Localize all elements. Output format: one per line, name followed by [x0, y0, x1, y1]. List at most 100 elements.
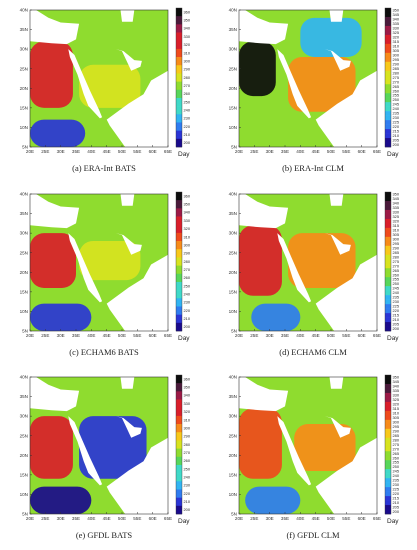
x-tick-label: 35E: [281, 149, 289, 154]
colorbar-tick-label: 310: [393, 43, 400, 48]
x-tick-label: 55E: [133, 149, 141, 154]
colorbar-segment: [385, 236, 391, 242]
y-tick-label: 35N: [20, 211, 28, 216]
colorbar-segment: [385, 138, 391, 143]
colorbar-tick-label: 200: [184, 140, 191, 145]
x-tick-label: 50E: [118, 333, 126, 338]
y-tick-label: 35N: [229, 394, 237, 399]
colorbar-tick-label: 270: [184, 267, 191, 272]
y-tick-label: 25N: [229, 433, 237, 438]
colorbar-segment: [176, 114, 182, 123]
x-tick-label: 50E: [118, 149, 126, 154]
colorbar-segment: [385, 433, 391, 439]
colorbar-tick-label: 225: [393, 304, 400, 309]
colorbar-segment: [176, 241, 182, 250]
colorbar-segment: [385, 52, 391, 58]
panel-caption: (e) GFDL BATS: [75, 530, 133, 540]
y-tick-label: 25N: [20, 250, 28, 255]
value-region-3: [30, 486, 92, 514]
colorbar-tick-label: 240: [393, 106, 400, 111]
colorbar-tick-label: 320: [393, 218, 400, 223]
sea-caspian: [321, 377, 344, 389]
colorbar-tick-label: 285: [393, 250, 400, 255]
colorbar-tick-label: 320: [184, 226, 191, 231]
x-tick-label: 45E: [312, 149, 320, 154]
map-panel-2: 20E 25E 30E 35E 40E 45E 50E 55E 60E 65E 5N 10N 15N 20…: [209, 0, 417, 183]
colorbar-tick-label: 325: [393, 214, 400, 219]
value-region-3: [30, 303, 92, 331]
x-tick-label: 30E: [266, 149, 274, 154]
map-frame: [238, 9, 378, 148]
colorbar-tick-label: 310: [184, 50, 191, 55]
colorbar-tick-label: 235: [393, 295, 400, 300]
colorbar-segment: [176, 232, 182, 242]
colorbar-tick-label: 310: [184, 417, 191, 422]
colorbar-segment: [385, 286, 391, 291]
y-tick-label: 10N: [20, 125, 28, 130]
map-panel-3: 20E 25E 30E 35E 40E 45E 50E 55E 60E 65E 5N 10N 15N 20…: [0, 184, 208, 367]
colorbar-tick-label: 255: [393, 93, 400, 98]
x-tick-label: 45E: [312, 516, 320, 521]
colorbar-segment: [385, 397, 391, 403]
x-tick-label: 20E: [26, 149, 34, 154]
colorbar-segment: [385, 223, 391, 229]
colorbar-segment: [176, 40, 182, 50]
y-tick-label: 35N: [229, 27, 237, 32]
colorbar-tick-label: 290: [184, 251, 191, 256]
colorbar-tick-label: 340: [393, 17, 400, 22]
panel-caption: (a) ERA-Int BATS: [72, 163, 136, 173]
sea-red: [277, 416, 312, 486]
colorbar-tick-label: 250: [393, 464, 400, 469]
colorbar-tick-label: 230: [393, 482, 400, 487]
y-tick-label: 20N: [229, 86, 237, 91]
sea-gulf: [115, 416, 142, 438]
colorbar-tick-label: 285: [393, 66, 400, 71]
colorbar-segment: [176, 383, 182, 392]
y-tick-label: 20N: [20, 270, 28, 275]
colorbar-tick-label: 230: [184, 116, 191, 121]
x-tick-label: 25E: [250, 516, 258, 521]
x-tick-label: 50E: [327, 149, 335, 154]
colorbar-tick-label: 295: [393, 57, 400, 62]
colorbar-tick-label: 205: [393, 505, 400, 510]
colorbar-tick-label: 325: [393, 30, 400, 35]
colorbar-tick-label: 350: [393, 8, 400, 13]
x-tick-label: 40E: [296, 333, 304, 338]
colorbar-segment: [176, 138, 182, 148]
value-region-3: [245, 486, 301, 514]
x-tick-label: 60E: [149, 516, 157, 521]
colorbar-segment: [176, 281, 182, 291]
colorbar-tick-label: 280: [393, 437, 400, 442]
colorbar-segment: [176, 407, 182, 417]
colorbar-segment: [385, 317, 391, 323]
colorbar-segment: [385, 419, 391, 425]
map-frame: [29, 376, 169, 515]
colorbar-segment: [385, 88, 391, 94]
x-tick-label: 25E: [250, 149, 258, 154]
value-region-3: [251, 303, 301, 331]
colorbar-tick-label: 330: [393, 392, 400, 397]
colorbar-segment: [385, 79, 391, 85]
colorbar-tick-label: 290: [184, 67, 191, 72]
sea-arab: [106, 254, 168, 331]
colorbar-segment: [385, 227, 391, 233]
y-tick-label: 15N: [229, 105, 237, 110]
colorbar-segment: [385, 496, 391, 501]
colorbar-segment: [176, 273, 182, 283]
colorbar-tick-label: 350: [393, 375, 400, 380]
y-tick-label: 10N: [20, 492, 28, 497]
y-tick-label: 15N: [20, 105, 28, 110]
y-tick-label: 30N: [20, 414, 28, 419]
colorbar-segment: [176, 8, 182, 17]
colorbar-segment: [385, 478, 391, 483]
colorbar-tick-label: 300: [393, 52, 400, 57]
colorbar-tick-label: 250: [393, 281, 400, 286]
colorbar-tick-label: 360: [184, 193, 191, 198]
y-tick-label: 15N: [20, 472, 28, 477]
colorbar-segment: [176, 249, 182, 258]
y-tick-label: 15N: [229, 289, 237, 294]
sea-med: [239, 377, 289, 412]
y-tick-label: 25N: [20, 433, 28, 438]
x-tick-label: 45E: [103, 516, 111, 521]
x-tick-label: 55E: [342, 516, 350, 521]
